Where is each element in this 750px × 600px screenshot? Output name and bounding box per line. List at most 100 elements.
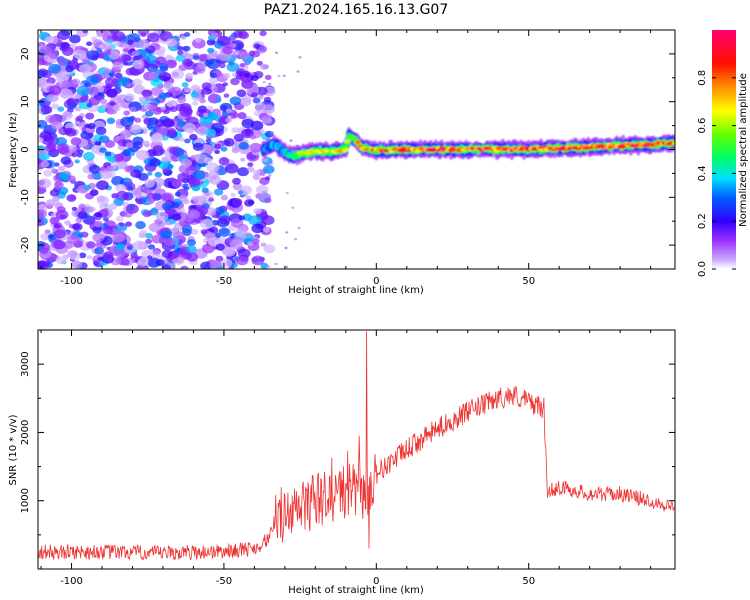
noise-blob [38,262,46,269]
noise-blob [251,223,264,234]
noise-blob [194,195,207,206]
noise-blob [96,48,103,53]
noise-blob [67,175,76,182]
noise-blob [263,244,276,254]
noise-blob [86,241,96,249]
noise-blob [164,54,173,61]
noise-blob [86,255,93,260]
noise-blob [177,96,187,104]
noise-blob [172,213,182,221]
noise-blob [259,30,267,37]
noise-blob [41,134,55,145]
noise-blob [126,116,134,123]
noise-blob [213,188,224,196]
noise-blob [229,96,241,106]
noise-blob [260,242,267,247]
noise-blob [152,145,164,154]
noise-blob [190,84,201,92]
noise-blob [94,141,102,146]
noise-blob [127,186,134,191]
noise-blob [268,114,272,117]
noise-blob [91,145,103,154]
noise-blob [248,215,262,226]
noise-blob [147,32,160,43]
snr-xlabel: Height of straight line (km) [288,585,424,596]
noise-blob [177,46,184,51]
noise-blob [76,152,83,158]
noise-blob [160,192,174,203]
noise-blob [146,198,155,205]
noise-blob [159,71,165,76]
noise-blob [129,106,137,113]
noise-blob [57,30,70,41]
noise-blob [214,149,221,154]
noise-blob [232,182,243,191]
noise-blob [135,221,146,230]
noise-blob [230,192,236,197]
noise-blob [249,134,256,140]
noise-blob [137,258,149,267]
noise-blob [241,79,254,89]
x-tick-label: -50 [216,576,232,587]
noise-blob [215,265,224,269]
colorbar-tick-label: 0.6 [697,118,708,134]
noise-blob [190,228,199,235]
signal-cell [672,141,675,145]
noise-blob [231,127,240,134]
noise-blob [121,259,130,266]
noise-blob [137,185,145,191]
noise-blob [154,171,162,178]
noise-blob [250,92,258,98]
noise-blob [188,177,201,187]
signal-cell [297,150,304,155]
y-tick-label: -20 [20,237,31,253]
noise-blob [170,227,179,234]
x-tick-label: -50 [216,276,232,287]
noise-blob [38,218,44,227]
y-tick-label: 20 [20,48,31,61]
noise-blob [262,64,270,70]
noise-blob [150,77,163,87]
y-tick-label: 1000 [20,488,31,513]
noise-blob [99,135,110,144]
noise-blob [225,163,239,174]
noise-blob [54,229,66,239]
noise-blob [168,146,179,155]
spectrogram-ylabel: Frequency (Hz) [8,112,19,188]
noise-blob [142,210,152,218]
signal-cell [348,135,355,140]
noise-blob [215,97,222,103]
noise-blob [71,260,83,269]
noise-blob [93,261,100,266]
noise-blob [105,77,119,88]
noise-blob [160,106,167,111]
noise-blob [208,197,215,202]
y-tick-label: 10 [20,95,31,108]
noise-blob [124,165,134,173]
noise-blob [114,84,121,90]
noise-blob [47,234,54,239]
noise-blob [59,88,73,100]
noise-blob [99,98,108,105]
y-tick-label: 2000 [20,420,31,445]
noise-blob [66,234,80,245]
noise-blob [234,51,240,56]
noise-blob [150,72,159,79]
noise-blob [74,159,80,164]
noise-blob [71,152,78,158]
noise-blob [251,255,265,266]
noise-blob [113,154,124,162]
y-tick-label: -10 [20,189,31,205]
noise-blob [193,170,206,180]
noise-blob [169,86,182,96]
noise-blob [174,191,181,197]
noise-blob [125,142,134,149]
noise-blob [247,166,255,173]
noise-blob [236,89,247,97]
noise-blob [159,93,168,100]
noise-blob [88,96,101,106]
noise-blob [147,124,156,131]
noise-blob [144,179,156,188]
noise-blob [57,165,66,172]
noise-blob [83,184,92,191]
